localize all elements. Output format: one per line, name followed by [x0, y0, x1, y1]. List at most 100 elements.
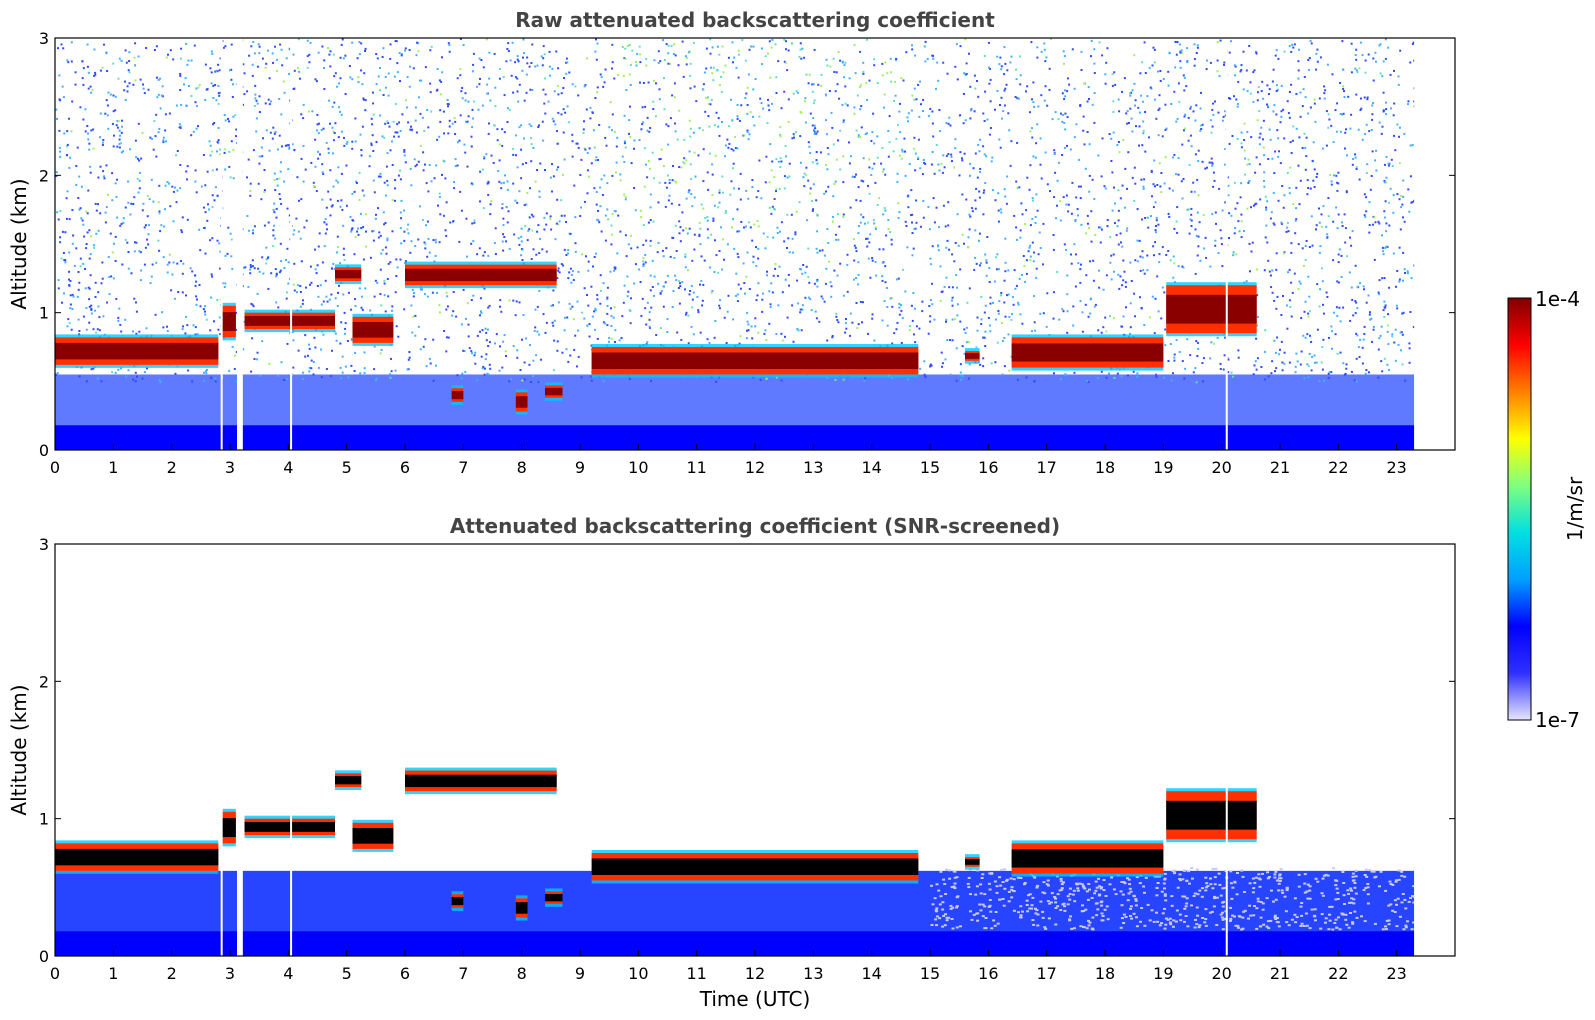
- noise-pixel: [206, 170, 209, 173]
- noise-pixel: [1323, 85, 1326, 88]
- noise-pixel: [600, 230, 603, 233]
- noise-pixel: [1259, 132, 1262, 135]
- noise-pixel: [534, 308, 537, 311]
- noise-pixel: [1366, 98, 1369, 101]
- noise-pixel: [690, 325, 693, 328]
- noise-pixel: [398, 52, 401, 55]
- noise-pixel: [549, 215, 552, 218]
- noise-pixel: [876, 204, 879, 206]
- noise-pixel: [511, 41, 514, 44]
- noise-pixel: [867, 257, 870, 260]
- noise-pixel: [1138, 239, 1141, 242]
- noise-pixel: [716, 45, 719, 48]
- noise-pixel: [845, 318, 847, 320]
- noise-pixel: [1066, 90, 1069, 93]
- noise-pixel: [458, 240, 461, 243]
- noise-pixel: [1378, 44, 1381, 47]
- noise-pixel: [344, 93, 347, 95]
- noise-pixel: [805, 265, 808, 268]
- noise-pixel: [1379, 43, 1382, 46]
- noise-pixel: [516, 90, 519, 93]
- noise-pixel: [373, 345, 376, 348]
- noise-pixel: [1409, 311, 1412, 313]
- noise-pixel: [85, 380, 88, 383]
- noise-pixel: [1264, 195, 1267, 198]
- noise-pixel: [206, 219, 209, 222]
- noise-pixel: [583, 317, 586, 320]
- noise-pixel: [787, 273, 790, 276]
- noise-pixel: [1236, 138, 1239, 140]
- noise-pixel: [428, 251, 431, 254]
- noise-pixel: [103, 177, 106, 180]
- noise-pixel: [691, 205, 694, 208]
- noise-pixel: [1389, 187, 1392, 190]
- noise-pixel: [884, 281, 887, 284]
- noise-pixel: [184, 332, 187, 335]
- noise-pixel: [104, 221, 107, 224]
- noise-pixel: [464, 370, 467, 373]
- noise-pixel: [835, 71, 838, 74]
- noise-pixel: [646, 301, 649, 304]
- noise-pixel: [408, 356, 411, 359]
- noise-pixel: [1227, 194, 1230, 197]
- noise-pixel: [470, 242, 473, 245]
- noise-pixel: [549, 217, 552, 220]
- noise-pixel: [178, 123, 181, 126]
- noise-pixel: [975, 187, 978, 190]
- noise-pixel: [330, 293, 333, 296]
- noise-pixel: [1237, 220, 1240, 223]
- noise-pixel: [507, 42, 510, 45]
- noise-pixel: [318, 122, 320, 125]
- noise-pixel: [556, 349, 559, 352]
- noise-pixel: [119, 224, 122, 227]
- noise-pixel: [256, 358, 259, 361]
- noise-pixel: [1196, 254, 1199, 257]
- noise-pixel: [1239, 70, 1242, 73]
- noise-pixel: [75, 184, 78, 186]
- noise-pixel: [1258, 136, 1261, 139]
- noise-pixel: [1190, 225, 1193, 227]
- noise-pixel: [689, 290, 692, 292]
- noise-pixel: [923, 360, 926, 363]
- noise-pixel: [117, 319, 120, 322]
- noise-pixel: [224, 254, 227, 257]
- noise-pixel: [286, 247, 289, 250]
- noise-pixel: [965, 198, 968, 201]
- noise-pixel: [796, 279, 799, 282]
- noise-pixel: [414, 119, 417, 122]
- noise-pixel: [1270, 372, 1273, 375]
- noise-pixel: [1093, 72, 1096, 74]
- noise-pixel: [937, 249, 940, 252]
- noise-pixel: [333, 132, 336, 134]
- noise-pixel: [1343, 213, 1346, 216]
- noise-pixel: [1340, 254, 1343, 257]
- noise-pixel: [704, 217, 707, 219]
- noise-pixel: [1254, 360, 1257, 363]
- noise-pixel: [787, 98, 790, 101]
- noise-pixel: [997, 312, 1000, 315]
- noise-pixel: [155, 76, 158, 79]
- noise-pixel: [931, 303, 934, 306]
- noise-pixel: [230, 68, 233, 71]
- noise-pixel: [406, 76, 409, 79]
- noise-pixel: [775, 76, 778, 79]
- noise-pixel: [857, 225, 860, 227]
- noise-pixel: [682, 229, 685, 232]
- noise-pixel: [300, 113, 303, 116]
- noise-pixel: [777, 160, 780, 163]
- noise-pixel: [594, 328, 597, 331]
- noise-pixel: [520, 235, 523, 238]
- noise-pixel: [630, 162, 633, 165]
- noise-pixel: [348, 65, 351, 67]
- noise-pixel: [90, 129, 93, 132]
- noise-pixel: [774, 267, 777, 270]
- noise-pixel: [90, 235, 93, 238]
- noise-pixel: [1322, 312, 1325, 315]
- noise-pixel: [776, 274, 779, 277]
- noise-pixel: [88, 287, 91, 290]
- noise-pixel: [1230, 214, 1233, 217]
- noise-pixel: [1341, 113, 1343, 116]
- noise-pixel: [444, 229, 447, 232]
- noise-pixel: [591, 111, 594, 114]
- noise-pixel: [614, 329, 617, 332]
